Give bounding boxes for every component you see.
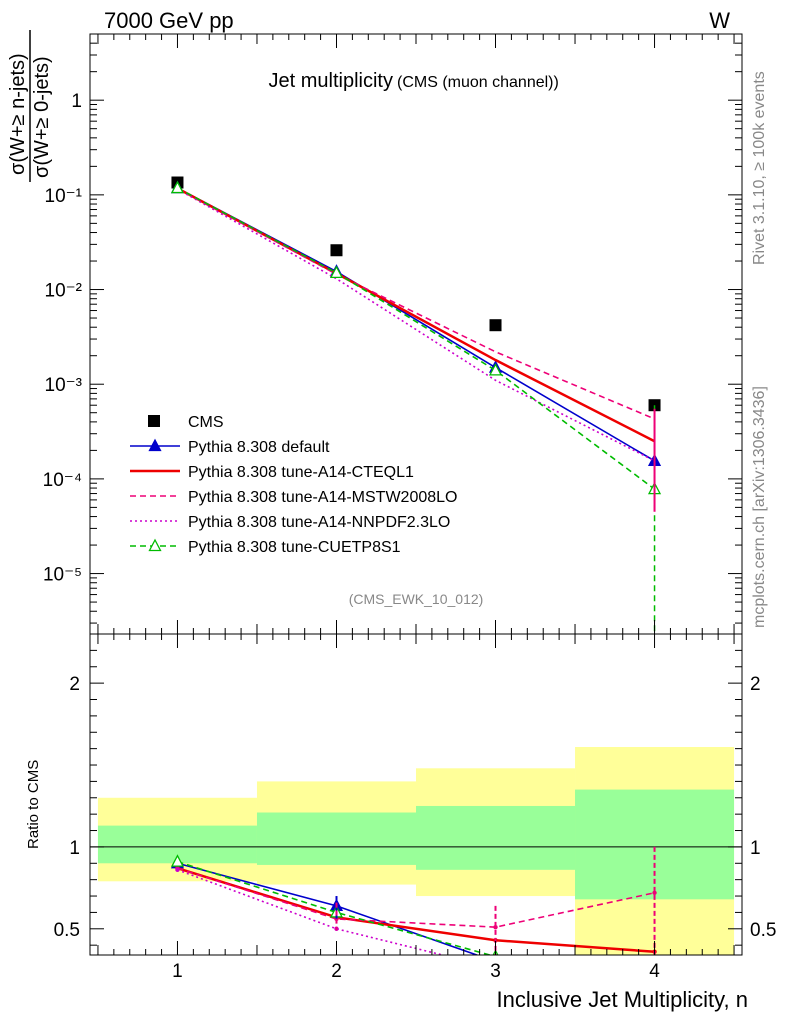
process-label: W	[709, 8, 730, 33]
ratio-dot-2-3	[493, 924, 498, 930]
x-tick-label-4: 4	[649, 961, 660, 982]
ratio-line-0	[177, 862, 480, 955]
legend-symbol-1	[148, 415, 160, 427]
main-ytick-label-5: 10⁻⁴	[43, 470, 82, 491]
main-ytick-label-4: 10⁻³	[45, 375, 83, 396]
main-series-0	[171, 176, 661, 412]
axes-group: 1 10⁻¹ 10⁻² 10⁻³ 10⁻⁴ 10⁻⁵ 1 2 3 4 0.5 0.5 1 1 2 2	[43, 33, 776, 982]
main-y-axis-label: σ(W+≥ n-jets) σ(W+≥ 0-jets)	[7, 30, 53, 182]
marker-5-2	[329, 265, 344, 279]
main-line-5	[177, 187, 656, 490]
legend-label-6: Pythia 8.308 tune-CUETP8S1	[188, 539, 401, 556]
main-series-4	[177, 188, 655, 462]
x-tick-label-2: 2	[331, 961, 342, 982]
ratio-ytick-label-left-3: 2	[69, 674, 80, 695]
band-inner-2	[256, 812, 416, 865]
main-ytick-label-2: 10⁻¹	[45, 186, 83, 207]
x-tick-label-3: 3	[490, 961, 501, 982]
legend-entry-5: Pythia 8.308 tune-A14-NNPDF2.3LO	[130, 514, 450, 531]
legend: CMS Pythia 8.308 default Pythia 8.308 tune…	[130, 414, 457, 556]
y-label-denominator: σ(W+≥ 0-jets)	[31, 56, 53, 178]
main-ytick-label-6: 10⁻⁵	[43, 565, 82, 586]
x-tick-label-1: 1	[172, 961, 183, 982]
band-inner-3	[416, 805, 576, 870]
analysis-label: (CMS_EWK_10_012)	[349, 591, 484, 607]
ratio-ytick-label-right-1: 0.5	[750, 920, 776, 941]
legend-label-5: Pythia 8.308 tune-A14-NNPDF2.3LO	[188, 514, 450, 531]
ratio-ytick-label-right-2: 1	[750, 838, 761, 859]
legend-label-2: Pythia 8.308 default	[188, 439, 330, 456]
main-ytick-label-1: 1	[71, 91, 82, 112]
legend-label-1: CMS	[188, 414, 224, 431]
legend-label-3: Pythia 8.308 tune-A14-CTEQL1	[188, 464, 414, 481]
legend-entry-6: Pythia 8.308 tune-CUETP8S1	[130, 538, 401, 556]
ratio-line-2	[177, 867, 655, 928]
ratio-ytick-label-right-3: 2	[750, 674, 761, 695]
main-ytick-label-3: 10⁻²	[45, 281, 83, 302]
main-line-4	[177, 188, 655, 462]
main-series-3	[177, 187, 655, 420]
legend-marker-6	[148, 538, 162, 552]
legend-entry-1: CMS	[148, 414, 224, 431]
chart-title: Jet multiplicity	[269, 70, 393, 92]
energy-label: 7000 GeV pp	[104, 8, 234, 33]
legend-label-4: Pythia 8.308 tune-A14-MSTW2008LO	[188, 489, 457, 506]
y-label-numerator: σ(W+≥ n-jets)	[7, 53, 29, 175]
ratio-dot-2-4	[652, 890, 657, 895]
ratio-marker-4-1	[170, 854, 185, 867]
x-axis-title: Inclusive Jet Multiplicity, n	[497, 987, 748, 1012]
legend-entry-2: Pythia 8.308 default	[130, 438, 330, 456]
cms-point-2	[330, 244, 343, 257]
marker-5-1	[170, 180, 185, 194]
ratio-dot-3-1	[175, 867, 180, 873]
main-series-group	[170, 176, 662, 634]
main-series-5	[170, 180, 662, 495]
chart-subtitle: (CMS (muon channel))	[397, 74, 559, 91]
ratio-line-4	[177, 860, 493, 955]
ratio-ytick-label-left-2: 1	[69, 838, 80, 859]
cms-point-3	[489, 319, 502, 332]
main-line-3	[177, 187, 655, 420]
legend-marker-2	[148, 438, 162, 452]
rivet-label: Rivet 3.1.10, ≥ 100k events	[751, 71, 768, 265]
marker-5-3	[488, 362, 503, 376]
ratio-ytick-label-left-1: 0.5	[54, 920, 80, 941]
legend-entry-4: Pythia 8.308 tune-A14-MSTW2008LO	[130, 489, 457, 506]
ratio-series-2	[175, 865, 657, 930]
legend-entry-3: Pythia 8.308 tune-A14-CTEQL1	[130, 464, 414, 481]
ratio-y-axis-label: Ratio to CMS	[25, 760, 42, 849]
mcplots-label: mcplots.cern.ch [arXiv:1306.3436]	[751, 386, 768, 628]
ratio-uncertainty-bands	[90, 747, 742, 955]
